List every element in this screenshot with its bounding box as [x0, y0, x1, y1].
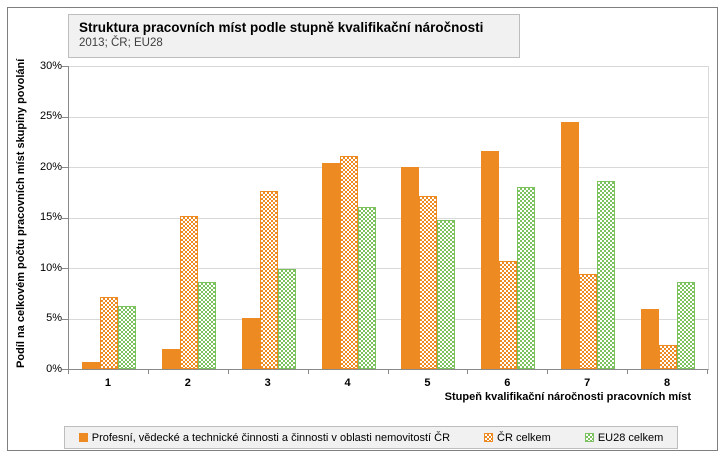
y-tick-label: 30% [39, 59, 62, 72]
bar-2-cat-8 [659, 345, 678, 369]
bar-2-cat-6 [499, 261, 518, 369]
chart-title-box: Struktura pracovních míst podle stupně k… [68, 14, 520, 58]
x-tick-mark [68, 370, 69, 374]
gridline [69, 116, 708, 118]
chart-outer-border [7, 7, 718, 451]
y-tick-label: 10% [39, 261, 62, 274]
y-tick-label: 15% [39, 211, 62, 223]
legend-label-professional: Profesní, vědecké a technické činnosti a… [91, 431, 451, 444]
x-category-label: 7 [584, 377, 591, 389]
x-category-label: 2 [184, 377, 191, 389]
x-category-label: 1 [104, 377, 111, 389]
y-tick-mark [62, 116, 68, 118]
gridline [69, 268, 708, 269]
bar-1-cat-5 [401, 167, 420, 369]
x-category-label: 4 [344, 377, 351, 389]
x-category-label: 8 [664, 377, 671, 389]
bar-1-cat-7 [561, 122, 580, 369]
bar-2-cat-5 [419, 196, 438, 369]
legend-label-cr-celkem: ČR celkem [497, 431, 551, 444]
chart-subtitle: 2013; ČR; EU28 [79, 37, 163, 49]
x-axis-title: Stupeň kvalifikační náročnosti pracovníc… [444, 391, 691, 403]
legend-swatch-cr-celkem-icon [484, 433, 494, 442]
legend-item-eu28-celkem: EU28 celkem [584, 431, 664, 444]
bar-2-cat-7 [579, 274, 598, 369]
legend-item-cr-celkem: ČR celkem [484, 432, 551, 444]
legend: Profesní, vědecké a technické činnosti a… [64, 426, 678, 449]
y-tick-mark [62, 167, 68, 168]
y-tick-mark [62, 66, 68, 67]
x-tick-mark [227, 370, 229, 374]
legend-label-eu28-celkem: EU28 celkem [597, 431, 664, 444]
bar-1-cat-2 [161, 349, 180, 369]
x-tick-mark [627, 370, 629, 374]
bar-1-cat-1 [81, 362, 100, 369]
y-tick-label: 25% [39, 110, 62, 122]
y-tick-label: 5% [46, 312, 62, 324]
chart-title: Struktura pracovních míst podle stupně k… [79, 20, 484, 35]
y-tick-mark [62, 318, 68, 320]
gridline [69, 217, 708, 219]
bar-3-cat-8 [677, 282, 696, 369]
bar-2-cat-2 [179, 216, 198, 369]
y-tick-mark [62, 369, 68, 370]
bar-1-cat-3 [241, 318, 260, 369]
bar-2-cat-3 [259, 191, 278, 369]
bar-1-cat-8 [641, 309, 660, 369]
y-tick-mark [62, 217, 68, 219]
y-tick-label: 20% [39, 160, 62, 173]
gridline [69, 167, 708, 168]
x-tick-mark [307, 370, 309, 374]
legend-swatch-professional-icon [78, 433, 88, 442]
bar-3-cat-7 [597, 181, 616, 369]
bar-2-cat-4 [339, 156, 358, 369]
bar-1-cat-4 [321, 163, 340, 369]
x-category-label: 5 [424, 377, 431, 389]
x-tick-mark [387, 370, 389, 374]
legend-swatch-eu28-celkem-icon [584, 433, 594, 442]
y-tick-label: 0% [46, 362, 62, 375]
plot-area [68, 66, 709, 370]
x-tick-mark [467, 370, 469, 374]
bar-3-cat-5 [437, 220, 456, 369]
bar-2-cat-1 [99, 297, 118, 369]
bar-3-cat-1 [117, 306, 136, 369]
bar-3-cat-6 [517, 187, 536, 369]
x-category-label: 6 [504, 377, 511, 389]
bar-3-cat-2 [197, 282, 216, 369]
legend-item-professional: Profesní, vědecké a technické činnosti a… [78, 431, 451, 444]
bar-3-cat-3 [277, 269, 296, 369]
x-tick-mark [707, 370, 708, 374]
bar-1-cat-6 [481, 151, 500, 369]
y-tick-mark [62, 268, 68, 269]
gridline [69, 66, 708, 67]
bar-3-cat-4 [357, 207, 376, 369]
x-tick-mark [147, 370, 149, 374]
gridline [69, 318, 708, 320]
x-category-label: 3 [264, 377, 271, 389]
x-tick-mark [547, 370, 549, 374]
